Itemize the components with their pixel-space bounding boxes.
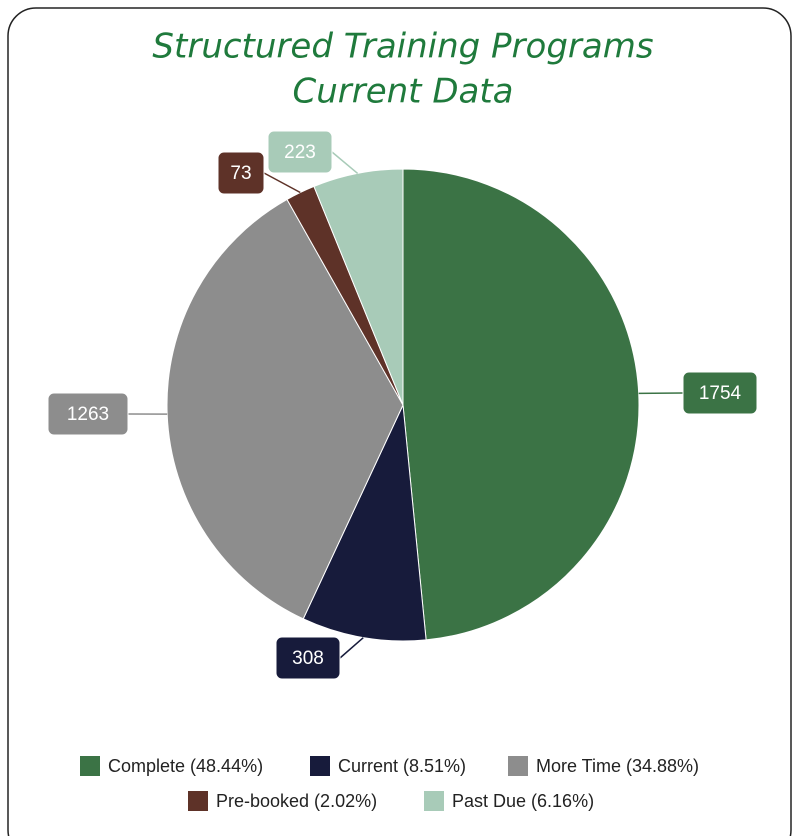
legend-label: Past Due (6.16%) [452, 791, 594, 811]
data-label-box [682, 371, 758, 415]
data-label: 1754 [699, 383, 742, 404]
pie-slice [166, 198, 404, 620]
legend-label: Pre-booked (2.02%) [216, 791, 377, 811]
data-label: 223 [284, 142, 316, 163]
legend-label: Current (8.51%) [338, 756, 466, 776]
legend-swatch [188, 791, 208, 811]
pie-slice [302, 403, 427, 642]
data-label-box [217, 151, 265, 195]
legend-swatch [310, 756, 330, 776]
data-label: 1263 [67, 404, 109, 425]
chart-title: Structured Training Programs [152, 27, 653, 67]
data-label-box [275, 636, 341, 680]
callout-line [263, 172, 301, 194]
chart-subtitle: Current Data [292, 72, 513, 112]
legend-swatch [508, 756, 528, 776]
legend-label: More Time (34.88%) [536, 756, 699, 776]
data-label: 73 [230, 163, 251, 184]
legend-swatch [424, 791, 444, 811]
legend-swatch [80, 756, 100, 776]
pie-slice [402, 168, 640, 641]
data-label: 308 [292, 648, 324, 669]
callout-line [339, 637, 364, 659]
legend-label: Complete (48.44%) [108, 756, 263, 776]
data-label-box [267, 130, 333, 174]
data-label-box [47, 392, 129, 436]
callout-line [331, 151, 359, 174]
